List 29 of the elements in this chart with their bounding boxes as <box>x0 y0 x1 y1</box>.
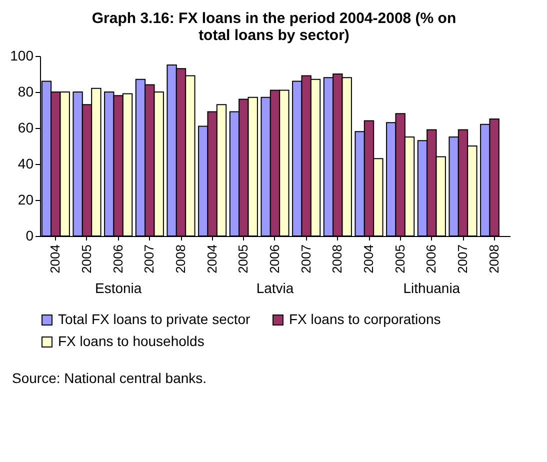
x-tick-label: 2007 <box>142 244 157 274</box>
x-tick-label: 2006 <box>267 244 282 274</box>
x-tick-label: 2004 <box>361 244 376 274</box>
y-tick-label: 20 <box>18 192 34 208</box>
chart-title: Graph 3.16: FX loans in the period 2004-2008 (% on total loans by sector) <box>90 10 458 44</box>
y-tick-label: 60 <box>18 120 34 136</box>
legend-label: FX loans to households <box>58 333 204 349</box>
x-tick-label: 2008 <box>486 244 502 274</box>
x-tick-label: 2004 <box>48 244 63 274</box>
legend-label: FX loans to corporations <box>289 311 441 327</box>
x-tick-label: 2007 <box>455 244 470 274</box>
text: Latvia <box>256 280 294 296</box>
y-tick-label: 80 <box>18 84 34 100</box>
x-tick-label: 2007 <box>298 244 314 274</box>
x-tick-label: 2006 <box>424 244 439 274</box>
x-tick-label: 2005 <box>236 244 251 274</box>
text: Estonia <box>94 280 142 296</box>
x-tick-label: 2005 <box>392 244 408 274</box>
x-tick-label: 2005 <box>79 244 94 274</box>
x-tick-label: 2006 <box>110 244 126 274</box>
source-note: Source: National central banks. <box>12 370 208 386</box>
y-tick-label: 100 <box>10 48 34 64</box>
y-tick-label: 40 <box>18 156 34 172</box>
y-tick-label: 0 <box>26 228 34 244</box>
x-tick-label: 2008 <box>330 244 345 274</box>
text: Lithuania <box>403 280 460 296</box>
legend-label: Total FX loans to private sector <box>58 311 251 327</box>
x-tick-label: 2004 <box>204 244 220 274</box>
x-tick-label: 2008 <box>173 244 188 274</box>
